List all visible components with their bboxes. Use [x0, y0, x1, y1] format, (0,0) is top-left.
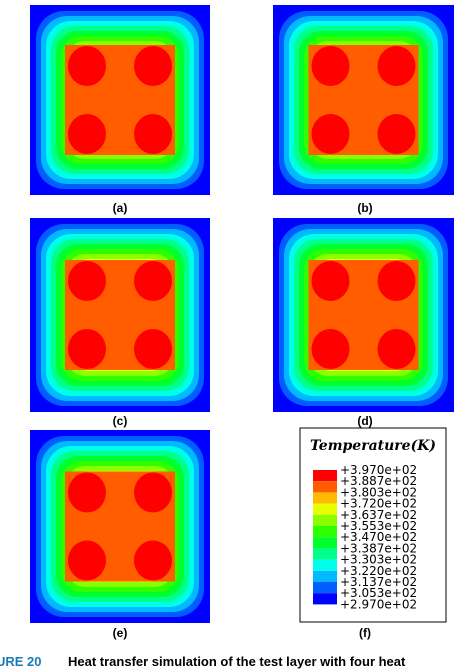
legend-swatch — [313, 559, 337, 571]
hot-spot — [134, 261, 172, 301]
legend-swatch — [313, 526, 337, 538]
legend-label: +3.053e+02 — [340, 586, 417, 600]
legend: +3.970e+02+3.887e+02+3.803e+02+3.720e+02… — [313, 463, 417, 611]
legend-label: +3.387e+02 — [340, 541, 417, 555]
legend-label: +3.220e+02 — [340, 564, 417, 578]
legend-swatch — [313, 537, 337, 549]
panel-label: (b) — [357, 201, 372, 215]
legend-label: +2.970e+02 — [340, 597, 417, 611]
legend-swatch — [313, 492, 337, 504]
legend-swatch — [313, 570, 337, 582]
hot-spot — [311, 329, 350, 369]
hot-spot — [134, 540, 172, 581]
hot-spot — [134, 329, 172, 369]
hot-spot — [68, 329, 106, 369]
legend-swatch — [313, 481, 337, 493]
legend-label: +3.887e+02 — [340, 474, 417, 488]
contour-panels — [30, 5, 454, 623]
hot-spot — [377, 114, 416, 154]
legend-swatch — [313, 514, 337, 526]
legend-swatch — [313, 593, 337, 605]
panel-label: (f) — [359, 626, 371, 640]
hot-spot — [68, 46, 106, 86]
panel-label: (d) — [357, 414, 372, 428]
legend-label: +3.303e+02 — [340, 553, 417, 567]
panel-label: (a) — [113, 201, 128, 215]
hot-spot — [68, 114, 106, 154]
hot-spot — [377, 329, 416, 369]
hot-spot — [134, 46, 172, 86]
hot-spot — [377, 261, 416, 301]
legend-swatch — [313, 503, 337, 515]
panel-label: (e) — [113, 626, 128, 640]
legend-label: +3.137e+02 — [340, 575, 417, 589]
hot-spot — [377, 46, 416, 86]
hot-spot — [311, 261, 350, 301]
legend-label: +3.803e+02 — [340, 485, 417, 499]
legend-label: +3.970e+02 — [340, 463, 417, 477]
legend-label: +3.637e+02 — [340, 508, 417, 522]
caption-number: URE 20 — [0, 654, 42, 669]
legend-label: +3.470e+02 — [340, 530, 417, 544]
legend-title: Temperature(K) — [310, 438, 436, 454]
legend-swatch — [313, 470, 337, 482]
legend-label: +3.720e+02 — [340, 497, 417, 511]
hot-spot — [311, 114, 350, 154]
hot-spot — [134, 114, 172, 154]
hot-spot — [68, 472, 106, 513]
hot-spot — [68, 261, 106, 301]
legend-box — [299, 427, 447, 623]
legend-swatch — [313, 582, 337, 594]
legend-swatch — [313, 548, 337, 560]
hot-spot — [311, 46, 350, 86]
caption-text: Heat transfer simulation of the test lay… — [68, 654, 406, 669]
panel-label: (c) — [113, 414, 128, 428]
legend-label: +3.553e+02 — [340, 519, 417, 533]
hot-spot — [134, 472, 172, 513]
hot-spot — [68, 540, 106, 581]
